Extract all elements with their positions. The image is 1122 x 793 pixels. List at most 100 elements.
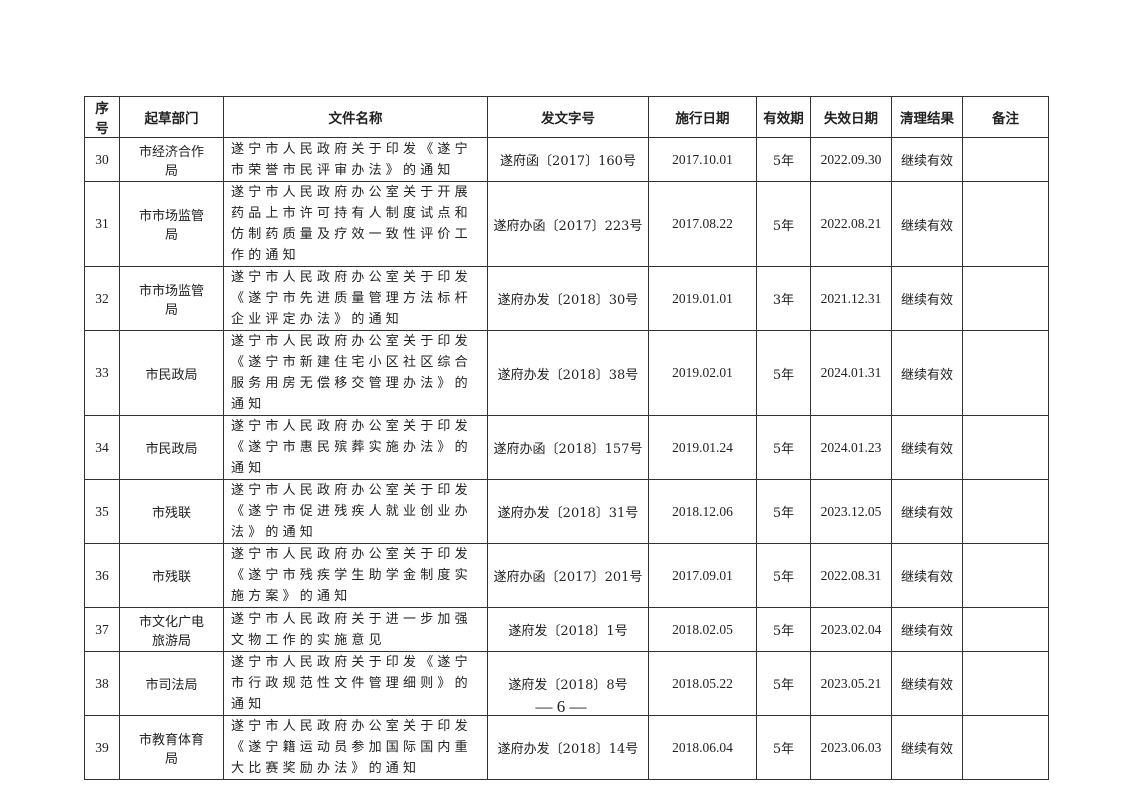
result: 继续有效 — [891, 607, 963, 652]
validity: 5年 — [756, 607, 811, 652]
document-name: 遂宁市人民政府办公室关于印发《遂宁籍运动员参加国际国内重大比赛奖励办法》的通知 — [223, 715, 488, 780]
start-date: 2018.12.06 — [648, 479, 757, 544]
end-date: 2023.12.05 — [810, 479, 892, 544]
start-date: 2018.02.05 — [648, 607, 757, 652]
validity: 5年 — [756, 415, 811, 480]
result: 继续有效 — [891, 479, 963, 544]
document-number: 遂府办发〔2018〕31号 — [487, 479, 649, 544]
start-date: 2017.10.01 — [648, 137, 757, 182]
table-row: 35 市残联 遂宁市人民政府办公室关于印发《遂宁市促进残疾人就业创业办法》的通知 遂府… — [84, 479, 1049, 544]
document-table: 序号 起草部门 文件名称 发文字号 施行日期 有效期 失效日期 清理结果 备注 … — [84, 96, 1049, 780]
end-date: 2021.12.31 — [810, 266, 892, 331]
start-date: 2017.08.22 — [648, 181, 757, 267]
validity: 5年 — [756, 543, 811, 608]
row-number: 37 — [84, 607, 120, 652]
end-date: 2024.01.31 — [810, 330, 892, 416]
result: 继续有效 — [891, 181, 963, 267]
header-end: 失效日期 — [810, 96, 892, 138]
header-dept: 起草部门 — [119, 96, 224, 138]
remark — [962, 607, 1049, 652]
end-date: 2024.01.23 — [810, 415, 892, 480]
row-number: 31 — [84, 181, 120, 267]
remark — [962, 415, 1049, 480]
result: 继续有效 — [891, 266, 963, 331]
result: 继续有效 — [891, 137, 963, 182]
validity: 5年 — [756, 181, 811, 267]
document-name: 遂宁市人民政府关于印发《遂宁市荣誉市民评审办法》的通知 — [223, 137, 488, 182]
row-number: 30 — [84, 137, 120, 182]
document-number: 遂府办发〔2018〕14号 — [487, 715, 649, 780]
validity: 5年 — [756, 330, 811, 416]
document-name: 遂宁市人民政府办公室关于印发《遂宁市残疾学生助学金制度实施方案》的通知 — [223, 543, 488, 608]
department: 市市场监管局 — [119, 266, 224, 331]
result: 继续有效 — [891, 543, 963, 608]
document-number: 遂府办函〔2017〕223号 — [487, 181, 649, 267]
department: 市残联 — [119, 479, 224, 544]
document-name: 遂宁市人民政府办公室关于印发《遂宁市新建住宅小区社区综合服务用房无偿移交管理办法… — [223, 330, 488, 416]
validity: 5年 — [756, 137, 811, 182]
table-row: 37 市文化广电旅游局 遂宁市人民政府关于进一步加强文物工作的实施意见 遂府发〔201… — [84, 607, 1049, 652]
remark — [962, 266, 1049, 331]
table-row: 31 市市场监管局 遂宁市人民政府办公室关于开展药品上市许可持有人制度试点和仿制药质… — [84, 181, 1049, 267]
department: 市司法局 — [119, 651, 224, 716]
department: 市民政局 — [119, 415, 224, 480]
table-row: 30 市经济合作局 遂宁市人民政府关于印发《遂宁市荣誉市民评审办法》的通知 遂府函〔2… — [84, 137, 1049, 182]
document-name: 遂宁市人民政府办公室关于印发《遂宁市促进残疾人就业创业办法》的通知 — [223, 479, 488, 544]
table-row: 36 市残联 遂宁市人民政府办公室关于印发《遂宁市残疾学生助学金制度实施方案》的通知… — [84, 543, 1049, 608]
document-number: 遂府办发〔2018〕30号 — [487, 266, 649, 331]
department: 市经济合作局 — [119, 137, 224, 182]
start-date: 2019.02.01 — [648, 330, 757, 416]
table-row: 38 市司法局 遂宁市人民政府关于印发《遂宁市行政规范性文件管理细则》的通知 遂府发〔… — [84, 651, 1049, 716]
header-start: 施行日期 — [648, 96, 757, 138]
header-seq: 序号 — [84, 96, 120, 138]
end-date: 2022.08.21 — [810, 181, 892, 267]
document-name: 遂宁市人民政府办公室关于开展药品上市许可持有人制度试点和仿制药质量及疗效一致性评… — [223, 181, 488, 267]
start-date: 2017.09.01 — [648, 543, 757, 608]
start-date: 2019.01.24 — [648, 415, 757, 480]
document-name: 遂宁市人民政府办公室关于印发《遂宁市惠民殡葬实施办法》的通知 — [223, 415, 488, 480]
validity: 5年 — [756, 651, 811, 716]
department: 市文化广电旅游局 — [119, 607, 224, 652]
document-name: 遂宁市人民政府办公室关于印发《遂宁市先进质量管理方法标杆企业评定办法》的通知 — [223, 266, 488, 331]
document-number: 遂府办函〔2018〕157号 — [487, 415, 649, 480]
header-row: 序号 起草部门 文件名称 发文字号 施行日期 有效期 失效日期 清理结果 备注 — [84, 96, 1049, 138]
row-number: 38 — [84, 651, 120, 716]
page-number: — 6 — — [535, 697, 587, 716]
header-validity: 有效期 — [756, 96, 811, 138]
result: 继续有效 — [891, 330, 963, 416]
remark — [962, 479, 1049, 544]
validity: 5年 — [756, 715, 811, 780]
department: 市教育体育局 — [119, 715, 224, 780]
header-remark: 备注 — [962, 96, 1049, 138]
row-number: 34 — [84, 415, 120, 480]
table-row: 32 市市场监管局 遂宁市人民政府办公室关于印发《遂宁市先进质量管理方法标杆企业评定… — [84, 266, 1049, 331]
header-name: 文件名称 — [223, 96, 488, 138]
validity: 5年 — [756, 479, 811, 544]
row-number: 36 — [84, 543, 120, 608]
result: 继续有效 — [891, 715, 963, 780]
remark — [962, 330, 1049, 416]
department: 市民政局 — [119, 330, 224, 416]
header-doc-no: 发文字号 — [487, 96, 649, 138]
document-number: 遂府办函〔2017〕201号 — [487, 543, 649, 608]
remark — [962, 137, 1049, 182]
validity: 3年 — [756, 266, 811, 331]
document-name: 遂宁市人民政府关于进一步加强文物工作的实施意见 — [223, 607, 488, 652]
row-number: 33 — [84, 330, 120, 416]
row-number: 39 — [84, 715, 120, 780]
end-date: 2023.05.21 — [810, 651, 892, 716]
row-number: 35 — [84, 479, 120, 544]
table-row: 39 市教育体育局 遂宁市人民政府办公室关于印发《遂宁籍运动员参加国际国内重大比赛奖… — [84, 715, 1049, 780]
start-date: 2019.01.01 — [648, 266, 757, 331]
result: 继续有效 — [891, 415, 963, 480]
start-date: 2018.05.22 — [648, 651, 757, 716]
start-date: 2018.06.04 — [648, 715, 757, 780]
department: 市市场监管局 — [119, 181, 224, 267]
end-date: 2022.08.31 — [810, 543, 892, 608]
remark — [962, 715, 1049, 780]
end-date: 2022.09.30 — [810, 137, 892, 182]
end-date: 2023.02.04 — [810, 607, 892, 652]
row-number: 32 — [84, 266, 120, 331]
document-number: 遂府函〔2017〕160号 — [487, 137, 649, 182]
document-number: 遂府发〔2018〕1号 — [487, 607, 649, 652]
